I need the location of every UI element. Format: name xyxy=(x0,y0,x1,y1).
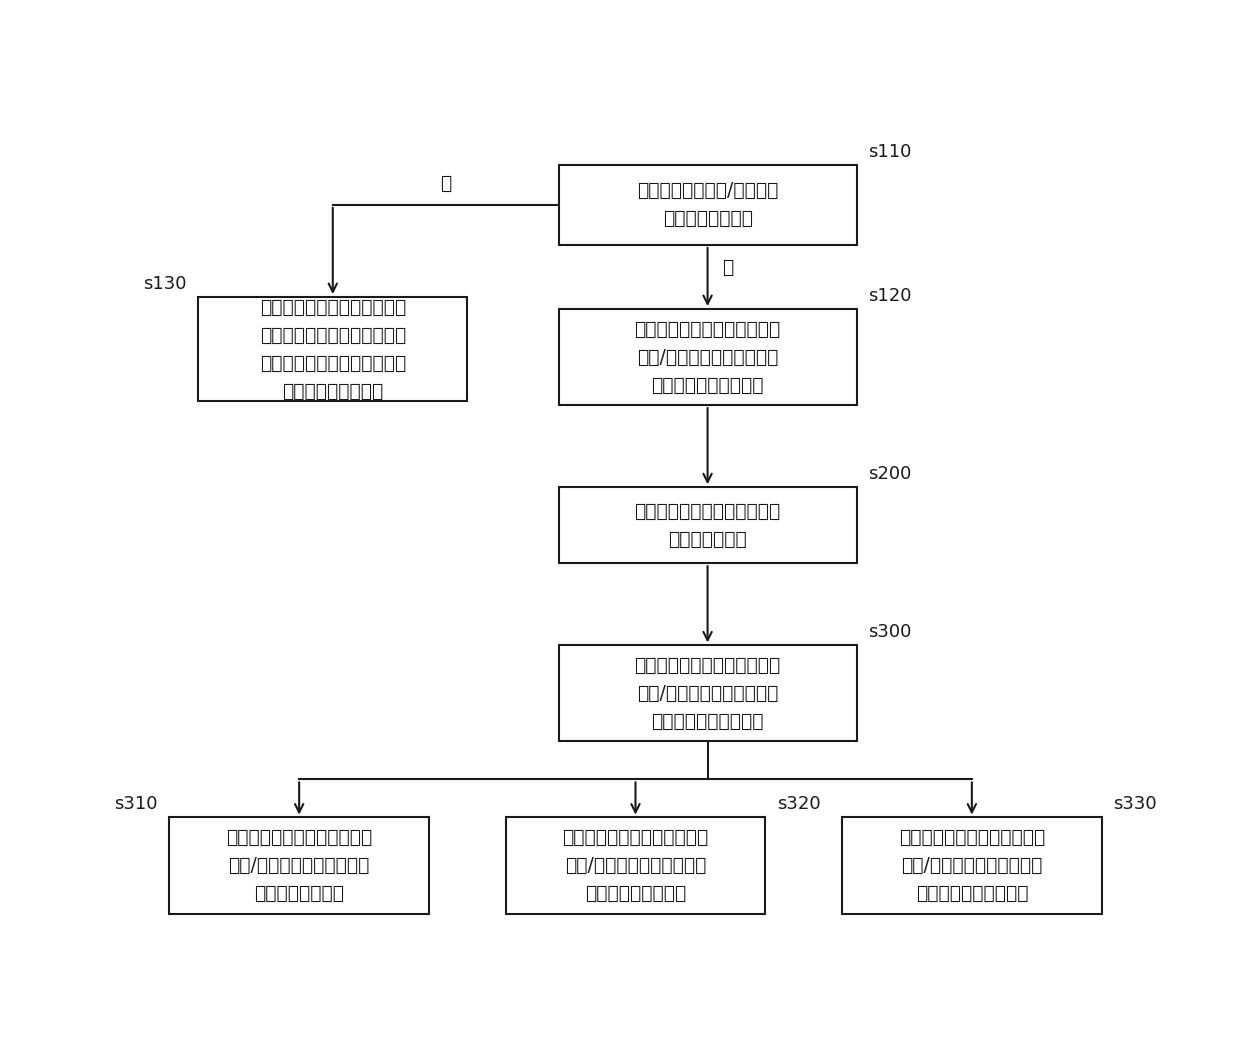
Text: s320: s320 xyxy=(776,796,821,813)
Text: 根据温度传感器检测到的温度
信息和或湿度传感器检测到的
湿度信息来选择来选择性地调
整空调器的运行参数: 根据温度传感器检测到的温度 信息和或湿度传感器检测到的 湿度信息来选择来选择性地… xyxy=(259,297,405,400)
Bar xyxy=(506,817,765,913)
Bar xyxy=(558,164,857,244)
Text: 否: 否 xyxy=(440,174,451,192)
Bar xyxy=(842,817,1101,913)
Text: 根据多个参照空调器的温度信
息和/或湿度信息，选择性地
调整压缩机的频率: 根据多个参照空调器的温度信 息和/或湿度信息，选择性地 调整压缩机的频率 xyxy=(226,828,372,903)
Text: 根据多个参照空调器的温度信
息和/或湿度信息，选择性地
调整电子膨胀阀的开度: 根据多个参照空调器的温度信 息和/或湿度信息，选择性地 调整电子膨胀阀的开度 xyxy=(899,828,1045,903)
Bar xyxy=(198,297,467,401)
Text: s110: s110 xyxy=(868,142,911,161)
Bar xyxy=(170,817,429,913)
Text: 根据多个参照空调器的温度信
息和/或湿度信息，选择性地
调整空调器的运行参数: 根据多个参照空调器的温度信 息和/或湿度信息，选择性地 调整空调器的运行参数 xyxy=(635,656,781,731)
Text: s330: s330 xyxy=(1114,796,1157,813)
Text: s200: s200 xyxy=(868,465,911,484)
Text: 根据多个参照空调器的温度信
息和/或湿度信息，选择性地
调整室内风机的转速: 根据多个参照空调器的温度信 息和/或湿度信息，选择性地 调整室内风机的转速 xyxy=(563,828,708,903)
Text: s310: s310 xyxy=(114,796,157,813)
Bar xyxy=(558,309,857,405)
Bar xyxy=(558,645,857,742)
Text: s120: s120 xyxy=(868,287,911,305)
Bar xyxy=(558,487,857,564)
Text: s300: s300 xyxy=(868,623,911,642)
Text: 判断温度传感器和/或湿度传
感器是否发生故障: 判断温度传感器和/或湿度传 感器是否发生故障 xyxy=(637,181,779,229)
Text: s130: s130 xyxy=(143,275,187,293)
Text: 获取多个参照空调器的温度信
息和或湿度信息: 获取多个参照空调器的温度信 息和或湿度信息 xyxy=(635,501,781,549)
Text: 根据多个参照空调器的温度信
息和/或湿度信息，选择性地
调整空调器的运行参数: 根据多个参照空调器的温度信 息和/或湿度信息，选择性地 调整空调器的运行参数 xyxy=(635,319,781,394)
Text: 是: 是 xyxy=(722,258,733,277)
